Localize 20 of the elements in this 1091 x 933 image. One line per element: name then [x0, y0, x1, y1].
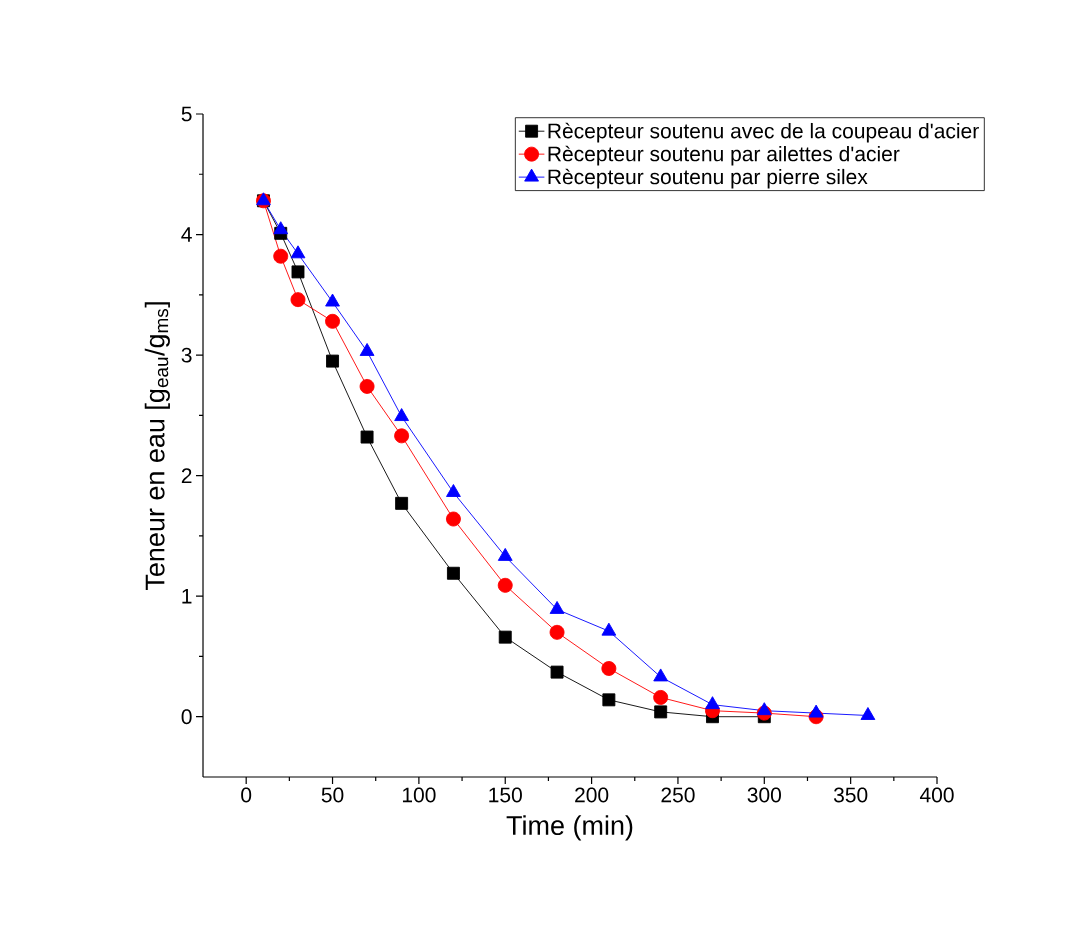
x-tick-label: 50 — [321, 787, 344, 803]
x-tick-label: 200 — [575, 787, 609, 803]
x-tick-label: 350 — [833, 787, 868, 803]
x-tick-label: 150 — [489, 787, 522, 803]
y-tick-label: 4 — [181, 227, 192, 242]
y-tick-label: 2 — [181, 468, 192, 483]
y-tick-label: 1 — [182, 588, 192, 604]
legend-label: Rècepteur soutenu par ailettes d'acier — [548, 145, 900, 166]
x-tick-label: 250 — [661, 787, 695, 803]
x-axis-title: Time (min) — [506, 815, 633, 841]
y-tick-label: 5 — [181, 106, 192, 122]
x-tick-label: 100 — [402, 787, 436, 803]
legend-label: Rècepteur soutenu avec de la coupeau d'acier — [548, 122, 979, 143]
y-axis-title: Teneur en eau [g$_{eau}$/g$_{ms}$] — [144, 302, 170, 591]
legend-label: Rècepteur soutenu par pierre silex — [548, 168, 868, 189]
x-tick-label: 0 — [241, 787, 252, 803]
y-tick-label: 3 — [181, 347, 192, 363]
x-tick-label: 400 — [919, 787, 954, 803]
x-tick-label: 300 — [747, 787, 781, 803]
y-tick-label: 0 — [181, 709, 192, 725]
